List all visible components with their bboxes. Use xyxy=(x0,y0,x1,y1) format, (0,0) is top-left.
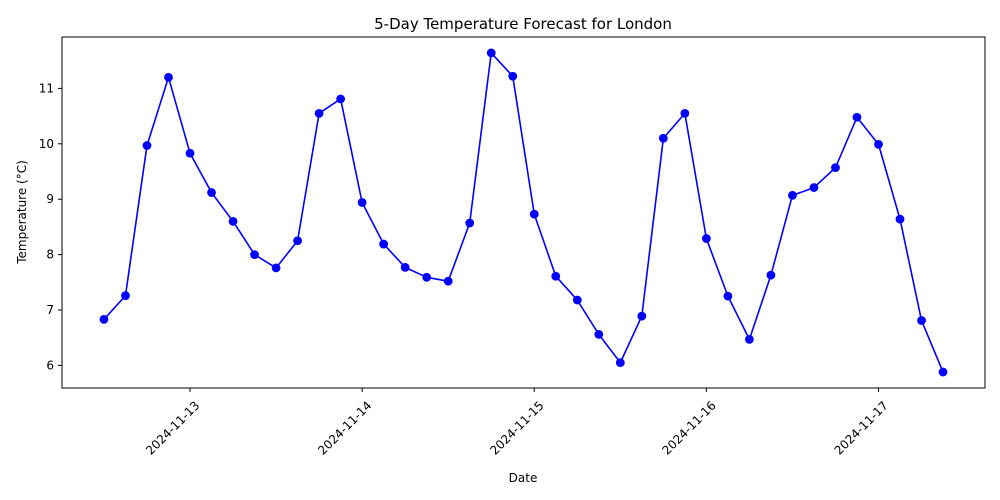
data-point xyxy=(572,295,582,305)
x-axis-label: Date xyxy=(509,471,538,485)
data-point xyxy=(637,311,647,321)
data-point xyxy=(228,216,238,226)
data-point xyxy=(615,358,625,368)
data-point xyxy=(465,218,475,228)
data-point xyxy=(121,291,130,300)
data-point xyxy=(336,94,346,104)
data-point xyxy=(745,334,754,344)
data-point xyxy=(293,236,302,246)
data-point xyxy=(164,72,173,82)
y-tick-label: 10 xyxy=(39,137,54,151)
data-point xyxy=(723,291,733,301)
data-point xyxy=(680,108,690,118)
data-point xyxy=(529,209,539,219)
data-point xyxy=(701,234,711,243)
y-tick-label: 8 xyxy=(46,248,54,262)
data-point xyxy=(895,214,905,224)
data-point xyxy=(443,276,453,286)
data-point xyxy=(658,133,668,143)
plot-area xyxy=(99,48,948,377)
data-point xyxy=(357,198,367,207)
data-point xyxy=(508,71,518,81)
y-axis-label: Temperature (°C) xyxy=(15,160,29,265)
data-point xyxy=(314,108,324,118)
data-point xyxy=(185,148,195,158)
y-tick-label: 7 xyxy=(46,303,54,317)
data-point xyxy=(831,163,840,173)
chart-title: 5-Day Temperature Forecast for London xyxy=(374,15,672,33)
data-point xyxy=(99,315,109,324)
data-point xyxy=(874,139,883,149)
data-point xyxy=(486,48,496,58)
data-point xyxy=(852,112,862,122)
y-tick-label: 11 xyxy=(39,81,54,95)
axes-frame xyxy=(61,36,986,389)
data-point xyxy=(594,329,604,339)
data-point xyxy=(400,262,410,272)
data-point xyxy=(379,239,389,249)
series-line xyxy=(103,52,944,373)
y-tick-label: 9 xyxy=(46,192,54,206)
data-point xyxy=(250,250,259,259)
y-tick-label: 6 xyxy=(46,358,54,372)
data-point xyxy=(917,316,926,325)
data-point xyxy=(809,183,819,192)
data-point xyxy=(422,272,432,282)
data-point xyxy=(551,271,561,281)
data-point xyxy=(271,263,281,273)
data-point xyxy=(788,190,797,200)
y-axis-ticks: 6 7 8 9 10 11 xyxy=(39,81,62,372)
data-point xyxy=(766,270,776,280)
data-point xyxy=(142,141,152,150)
data-point xyxy=(938,367,948,377)
data-point xyxy=(207,188,216,197)
